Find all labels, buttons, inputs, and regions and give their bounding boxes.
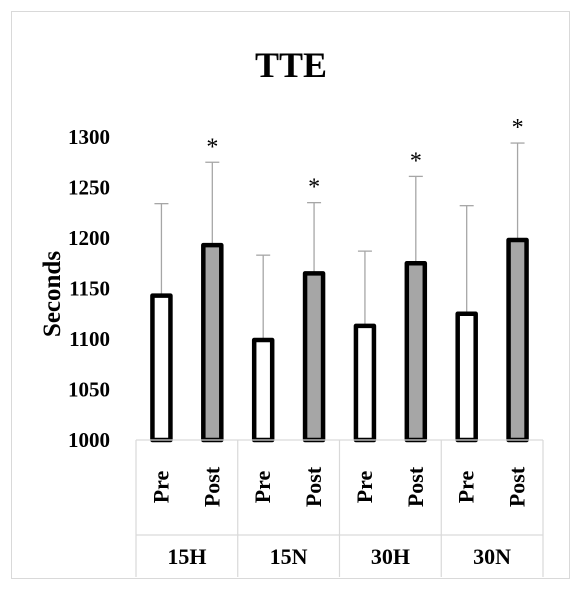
- group-label: 15H: [167, 544, 206, 569]
- chart-title: TTE: [255, 45, 327, 85]
- y-tick-label: 1300: [68, 125, 110, 149]
- significance-star: *: [308, 175, 320, 201]
- category-label: Pre: [250, 470, 275, 503]
- bar: [455, 311, 478, 443]
- category-label: Pre: [454, 470, 479, 503]
- bar: [150, 293, 173, 443]
- bar: [404, 261, 428, 443]
- y-axis-ticks: 1000 1050 1100 1150 1200 1250 1300: [68, 125, 110, 452]
- group-label: 30N: [473, 544, 511, 569]
- significance-star: *: [206, 134, 218, 160]
- category-label: Pre: [352, 470, 377, 503]
- category-label: Pre: [148, 470, 173, 503]
- y-tick-label: 1200: [68, 226, 110, 250]
- y-tick-label: 1150: [69, 277, 110, 301]
- significance-star: *: [512, 115, 524, 141]
- bar: [302, 271, 326, 443]
- significance-markers: * * * *: [206, 115, 523, 201]
- significance-star: *: [410, 148, 422, 174]
- group-label: 15N: [270, 544, 308, 569]
- y-axis-label: Seconds: [39, 251, 66, 337]
- bar: [353, 323, 377, 443]
- tte-chart: TTE Seconds 1000 1050 1100 1150 1200 1250 1300…: [39, 45, 544, 577]
- category-label: Post: [403, 466, 428, 507]
- error-bars: [154, 142, 525, 341]
- category-label: Post: [199, 466, 224, 507]
- y-tick-label: 1250: [68, 176, 110, 200]
- category-label: Post: [301, 466, 326, 507]
- category-label: Post: [505, 466, 530, 507]
- bars: [150, 237, 529, 443]
- group-label: 30H: [371, 544, 410, 569]
- x-axis: Pre Post Pre Post Pre Post Pre Post 15H 15N 30H 30N: [135, 439, 544, 577]
- bar: [506, 237, 529, 443]
- chart-frame: TTE Seconds 1000 1050 1100 1150 1200 1250 1300…: [11, 11, 570, 579]
- y-tick-label: 1100: [69, 327, 110, 351]
- y-tick-label: 1050: [68, 378, 110, 402]
- bar: [251, 337, 275, 443]
- bar: [201, 242, 224, 443]
- y-tick-label: 1000: [68, 428, 110, 452]
